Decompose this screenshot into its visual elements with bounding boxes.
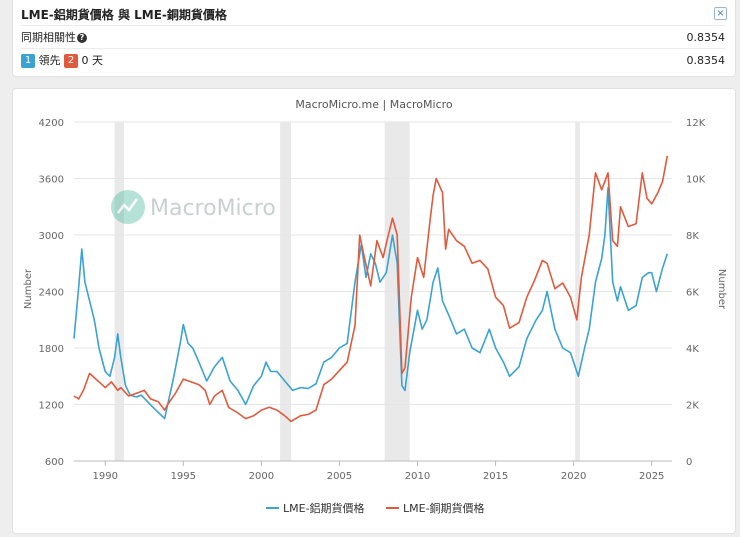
lead-days: 0 天 <box>81 54 104 67</box>
correlation-label: 同期相關性 <box>21 31 76 44</box>
lead-row: 1 領先 2 0 天 0.8354 <box>21 48 725 71</box>
x-tick-label: 2000 <box>249 471 274 482</box>
close-button[interactable]: × <box>714 7 727 20</box>
lead-badge-2[interactable]: 2 <box>64 54 78 68</box>
y-left-tick-label: 600 <box>45 457 64 468</box>
lead-value: 0.8354 <box>686 53 726 67</box>
legend-label-aluminum: LME-鋁期貨價格 <box>283 501 365 515</box>
y-left-tick-label: 1800 <box>39 344 64 355</box>
y-left-label: Number <box>23 268 34 309</box>
x-tick-label: 2025 <box>639 471 664 482</box>
lead-badge-1[interactable]: 1 <box>21 54 35 68</box>
x-tick-label: 1995 <box>171 471 196 482</box>
y-right-tick-label: 4K <box>686 344 699 355</box>
x-tick-label: 2020 <box>561 471 586 482</box>
x-ticks: 1990 1995 2000 2005 2010 2015 2020 2025 <box>74 460 672 482</box>
x-tick-label: 2005 <box>327 471 352 482</box>
y-right-label: Number <box>716 269 727 310</box>
series-lines <box>73 155 669 423</box>
x-tick-label: 1990 <box>93 471 118 482</box>
correlation-value: 0.8354 <box>686 30 726 44</box>
legend: LME-鋁期貨價格 LME-銅期貨價格 <box>266 501 485 515</box>
line-chart: MacroMicro MacroMicro.me | MacroMicro Nu… <box>23 98 727 515</box>
help-icon[interactable]: ? <box>77 33 87 43</box>
x-tick-label: 2010 <box>405 471 430 482</box>
chart-panel: MacroMicro MacroMicro.me | MacroMicro Nu… <box>12 88 736 534</box>
y-right-tick-label: 10K <box>686 175 706 186</box>
chart-title: MacroMicro.me | MacroMicro <box>295 98 453 111</box>
x-tick-label: 2015 <box>483 471 508 482</box>
y-right-tick-label: 0 <box>686 457 692 468</box>
y-right-tick-label: 2K <box>686 401 699 412</box>
y-left-tick-label: 4200 <box>39 118 64 129</box>
y-right-tick-label: 8K <box>686 231 699 242</box>
y-left-tick-label: 3600 <box>39 175 64 186</box>
watermark-logo-icon <box>111 190 145 224</box>
y-left-ticks: 600 1200 1800 2400 3000 3600 4200 <box>39 118 64 468</box>
y-left-tick-label: 1200 <box>39 401 64 412</box>
legend-item-aluminum[interactable]: LME-鋁期貨價格 <box>266 501 365 515</box>
watermark-text: MacroMicro <box>150 196 276 221</box>
correlation-panel: LME-鋁期貨價格 與 LME-銅期貨價格 × 同期相關性? 0.8354 1 … <box>12 0 736 77</box>
y-right-ticks: 0 2K 4K 6K 8K 10K 12K <box>686 118 706 468</box>
correlation-row: 同期相關性? 0.8354 <box>21 25 725 48</box>
y-left-tick-label: 3000 <box>39 231 64 242</box>
watermark: MacroMicro <box>111 190 276 224</box>
y-right-tick-label: 12K <box>686 118 706 129</box>
panel-title: LME-鋁期貨價格 與 LME-銅期貨價格 <box>21 8 227 22</box>
lead-text: 領先 <box>38 54 61 67</box>
y-right-tick-label: 6K <box>686 288 699 299</box>
legend-item-copper[interactable]: LME-銅期貨價格 <box>386 501 485 515</box>
y-left-tick-label: 2400 <box>39 288 64 299</box>
series-line-copper <box>73 155 669 423</box>
correlation-label-group: 同期相關性? <box>21 29 87 45</box>
series-line-aluminum <box>73 187 669 420</box>
legend-label-copper: LME-銅期貨價格 <box>403 501 485 515</box>
lead-label-group: 1 領先 2 0 天 <box>21 52 103 68</box>
watermark-trend-icon <box>117 198 139 214</box>
